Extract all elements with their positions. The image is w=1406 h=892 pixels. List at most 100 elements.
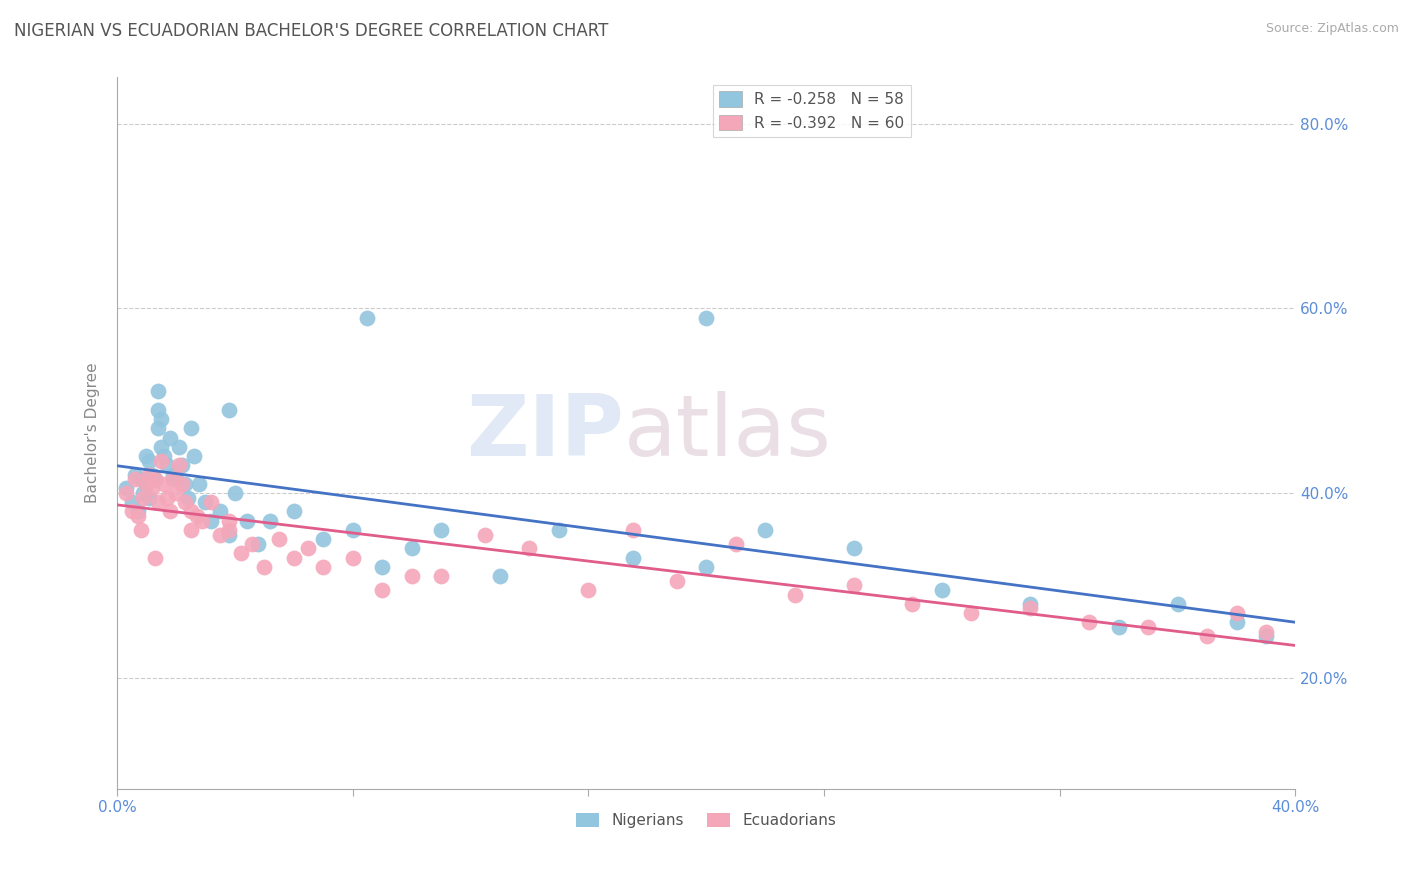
Point [132, 486, 155, 500]
Point [194, 495, 217, 509]
Point [621, 550, 644, 565]
Point [143, 472, 166, 486]
Point [224, 486, 246, 500]
Point [191, 514, 214, 528]
Point [474, 527, 496, 541]
Point [695, 560, 717, 574]
Point [218, 403, 240, 417]
Point [931, 582, 953, 597]
Point [135, 476, 157, 491]
Point [124, 472, 146, 486]
Point [188, 476, 211, 491]
Point [114, 482, 136, 496]
Point [150, 412, 173, 426]
Point [1137, 620, 1160, 634]
Point [1254, 629, 1277, 643]
Point [235, 514, 257, 528]
Text: ZIP: ZIP [465, 392, 624, 475]
Point [165, 472, 187, 486]
Point [150, 453, 173, 467]
Point [135, 449, 157, 463]
Point [548, 523, 571, 537]
Point [1197, 629, 1219, 643]
Point [209, 527, 232, 541]
Point [401, 541, 423, 556]
Point [183, 449, 205, 463]
Point [180, 504, 202, 518]
Point [148, 403, 170, 417]
Point [1225, 615, 1247, 630]
Point [156, 491, 179, 505]
Point [180, 523, 202, 537]
Point [132, 491, 155, 505]
Point [200, 514, 222, 528]
Point [127, 509, 149, 524]
Point [138, 491, 160, 505]
Point [783, 588, 806, 602]
Point [159, 504, 181, 518]
Point [167, 458, 190, 473]
Point [519, 541, 541, 556]
Point [200, 495, 222, 509]
Point [170, 458, 193, 473]
Point [138, 453, 160, 467]
Point [695, 310, 717, 325]
Point [127, 504, 149, 518]
Point [121, 504, 143, 518]
Point [267, 532, 290, 546]
Point [148, 421, 170, 435]
Point [170, 476, 193, 491]
Point [724, 537, 747, 551]
Point [156, 458, 179, 473]
Point [621, 523, 644, 537]
Point [342, 523, 364, 537]
Point [1225, 606, 1247, 620]
Point [148, 384, 170, 399]
Point [489, 569, 512, 583]
Point [356, 310, 378, 325]
Point [1019, 597, 1042, 611]
Point [842, 578, 865, 592]
Point [842, 541, 865, 556]
Point [283, 504, 305, 518]
Point [124, 467, 146, 482]
Point [180, 421, 202, 435]
Point [576, 582, 599, 597]
Point [960, 606, 983, 620]
Point [218, 527, 240, 541]
Point [901, 597, 924, 611]
Point [167, 440, 190, 454]
Point [297, 541, 319, 556]
Point [283, 550, 305, 565]
Point [173, 476, 195, 491]
Point [135, 476, 157, 491]
Point [1167, 597, 1189, 611]
Text: Source: ZipAtlas.com: Source: ZipAtlas.com [1265, 22, 1399, 36]
Point [242, 537, 264, 551]
Point [754, 523, 776, 537]
Point [229, 546, 252, 560]
Point [371, 582, 394, 597]
Point [148, 495, 170, 509]
Point [162, 467, 184, 482]
Point [141, 467, 163, 482]
Point [1254, 624, 1277, 639]
Text: atlas: atlas [624, 392, 832, 475]
Point [138, 467, 160, 482]
Point [430, 523, 453, 537]
Point [165, 486, 187, 500]
Point [1078, 615, 1101, 630]
Point [129, 523, 152, 537]
Point [253, 560, 276, 574]
Point [150, 440, 173, 454]
Point [247, 537, 270, 551]
Legend: Nigerians, Ecuadorians: Nigerians, Ecuadorians [571, 807, 842, 834]
Point [121, 495, 143, 509]
Point [312, 560, 335, 574]
Y-axis label: Bachelor's Degree: Bachelor's Degree [86, 363, 100, 503]
Point [218, 514, 240, 528]
Point [665, 574, 688, 588]
Point [176, 491, 198, 505]
Point [218, 523, 240, 537]
Point [173, 495, 195, 509]
